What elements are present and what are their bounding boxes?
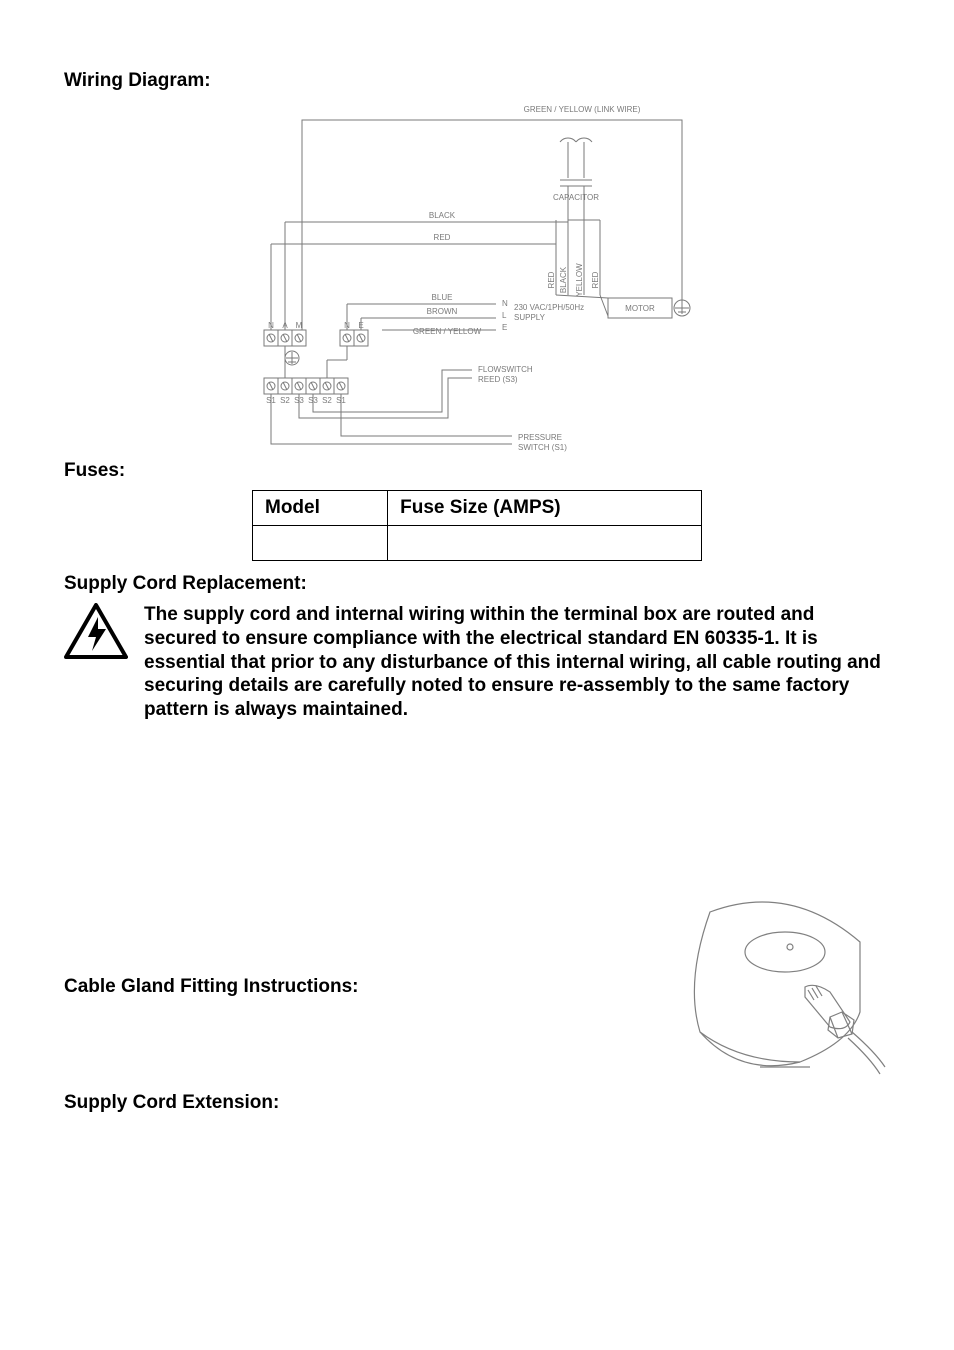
label-supply-l: L <box>502 311 507 320</box>
wiring-diagram-heading: Wiring Diagram: <box>64 70 890 92</box>
label-flowswitch-l1: FLOWSWITCH <box>478 365 533 374</box>
label-black: BLACK <box>429 211 456 220</box>
label-motor: MOTOR <box>625 304 655 313</box>
label-pressure-l2: SWITCH (S1) <box>518 443 567 452</box>
label-supply: SUPPLY <box>514 313 546 322</box>
fuse-table: Model Fuse Size (AMPS) <box>252 490 702 561</box>
wiring-diagram: GREEN / YELLOW (LINK WIRE) <box>64 100 890 460</box>
label-link-wire: GREEN / YELLOW (LINK WIRE) <box>524 105 641 114</box>
cable-gland-heading: Cable Gland Fitting Instructions: <box>64 976 359 998</box>
supply-cord-warning-text: The supply cord and internal wiring with… <box>144 603 890 722</box>
label-motor-wire-red1: RED <box>547 271 556 288</box>
page: Wiring Diagram: GREEN / YELLOW (LINK WIR… <box>0 0 954 1350</box>
label-pressure-l1: PRESSURE <box>518 433 562 442</box>
label-flowswitch-l2: REED (S3) <box>478 375 518 384</box>
terminal-block-bottom: S1 S2 S3 S3 S2 S1 <box>264 378 348 405</box>
electrical-warning-icon <box>64 603 128 659</box>
supply-cord-warning: The supply cord and internal wiring with… <box>64 603 890 722</box>
label-motor-wire-red2: RED <box>591 271 600 288</box>
fuse-table-cell-fuse <box>388 526 702 561</box>
table-row <box>253 526 702 561</box>
fuses-heading: Fuses: <box>64 460 890 482</box>
label-brown: BROWN <box>427 307 458 316</box>
supply-cord-heading: Supply Cord Replacement: <box>64 573 890 595</box>
label-bot-s2a: S2 <box>280 396 290 405</box>
label-supply-e: E <box>502 323 507 332</box>
terminal-block-top-right: N E <box>340 321 368 346</box>
cable-gland-section: Cable Gland Fitting Instructions: <box>64 892 890 1082</box>
cable-gland-illustration <box>680 892 890 1082</box>
table-row: Model Fuse Size (AMPS) <box>253 491 702 526</box>
label-bot-s2b: S2 <box>322 396 332 405</box>
fuse-table-header-fuse: Fuse Size (AMPS) <box>388 491 702 526</box>
fuse-table-cell-model <box>253 526 388 561</box>
label-red: RED <box>434 233 451 242</box>
label-motor-wire-black: BLACK <box>559 266 568 293</box>
wiring-diagram-svg: GREEN / YELLOW (LINK WIRE) <box>242 100 712 460</box>
label-supply-n: N <box>502 299 508 308</box>
label-green-yellow: GREEN / YELLOW <box>413 327 482 336</box>
label-supply-volts: 230 VAC/1PH/50Hz <box>514 303 584 312</box>
label-capacitor: CAPACITOR <box>553 193 599 202</box>
label-blue: BLUE <box>432 293 453 302</box>
fuse-table-header-model: Model <box>253 491 388 526</box>
label-motor-wire-yellow: YELLOW <box>575 263 584 297</box>
supply-cord-extension-heading: Supply Cord Extension: <box>64 1092 890 1114</box>
